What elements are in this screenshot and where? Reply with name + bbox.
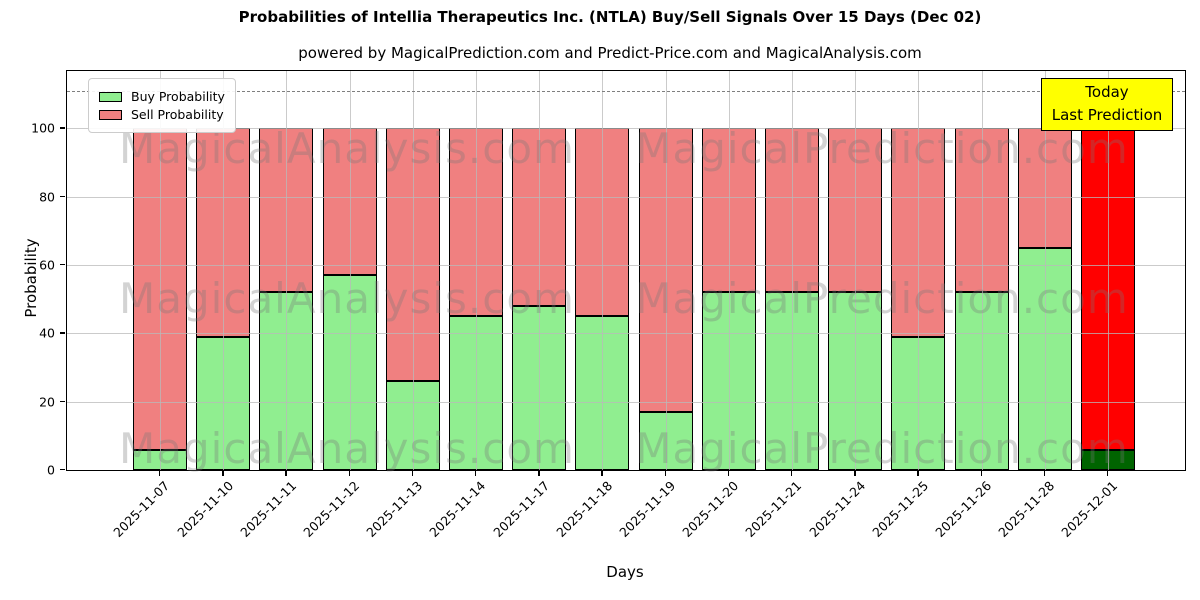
today-annotation: Today Last Prediction — [1041, 78, 1173, 131]
v-gridline — [665, 71, 667, 470]
annotation-line-1: Today — [1085, 83, 1129, 101]
x-tick-label: 2025-11-07 — [110, 478, 173, 540]
x-tick-label: 2025-11-13 — [363, 478, 426, 540]
v-gridline — [286, 71, 288, 470]
v-gridline — [1108, 71, 1109, 470]
v-gridline — [223, 71, 225, 470]
x-tick-mark — [727, 471, 730, 476]
v-gridline — [1044, 71, 1046, 470]
x-tick-label: 2025-11-19 — [616, 478, 679, 540]
x-tick-mark — [159, 471, 161, 476]
x-tick-mark — [411, 471, 414, 476]
x-tick-label: 2025-12-01 — [1058, 478, 1121, 540]
x-tick-label: 2025-11-10 — [173, 478, 236, 540]
x-tick-mark — [664, 471, 666, 476]
watermark-text: MagicalAnalysis.com — [119, 424, 575, 473]
v-gridline — [160, 71, 161, 470]
x-tick-mark — [854, 471, 856, 476]
x-tick-mark — [475, 471, 477, 476]
legend-item-buy: Buy Probability — [99, 89, 225, 104]
watermark-text: MagicalPrediction.com — [635, 424, 1129, 473]
x-tick-label: 2025-11-11 — [237, 478, 300, 540]
plot-area: Buy Probability Sell Probability Today L… — [66, 70, 1186, 473]
chart-subtitle: powered by MagicalPrediction.com and Pre… — [298, 44, 922, 62]
v-gridline — [539, 71, 541, 470]
x-tick-label: 2025-11-14 — [426, 478, 489, 540]
x-tick-mark — [348, 471, 350, 476]
x-tick-mark — [917, 471, 919, 476]
watermark-text: MagicalPrediction.com — [635, 274, 1129, 323]
y-tick-mark — [60, 332, 65, 334]
y-tick-mark — [60, 127, 65, 129]
legend-item-sell: Sell Probability — [99, 107, 225, 122]
buy-probability-swatch — [99, 91, 122, 102]
y-tick-label: 0 — [47, 462, 55, 478]
y-tick-mark — [60, 264, 65, 266]
legend: Buy Probability Sell Probability — [88, 78, 236, 133]
threshold-dashed-line — [67, 90, 1185, 92]
y-axis-label: Probability — [22, 238, 40, 318]
x-tick-mark — [791, 471, 793, 476]
h-gridline — [67, 333, 1185, 335]
v-gridline — [602, 71, 604, 470]
x-tick-mark — [980, 471, 982, 476]
y-tick-mark — [60, 469, 65, 471]
y-tick-label: 60 — [39, 257, 55, 273]
x-tick-label: 2025-11-28 — [995, 478, 1058, 540]
h-gridline — [67, 196, 1185, 198]
x-tick-label: 2025-11-21 — [742, 478, 805, 540]
x-tick-mark — [601, 471, 603, 476]
x-tick-label: 2025-11-25 — [869, 478, 932, 540]
x-tick-label: 2025-11-17 — [489, 478, 552, 540]
x-tick-mark — [285, 471, 287, 476]
y-tick-label: 80 — [39, 189, 55, 205]
x-tick-label: 2025-11-26 — [932, 478, 995, 540]
x-tick-label: 2025-11-18 — [553, 478, 616, 540]
y-tick-label: 40 — [39, 325, 55, 341]
v-gridline — [918, 71, 920, 470]
h-gridline — [67, 401, 1185, 403]
x-tick-mark — [1043, 471, 1046, 476]
y-tick-mark — [60, 195, 65, 198]
watermark-text: MagicalAnalysis.com — [119, 274, 575, 323]
x-tick-label: 2025-11-20 — [679, 478, 742, 540]
x-axis-label: Days — [606, 563, 644, 581]
x-tick-mark — [222, 471, 224, 476]
legend-label-sell: Sell Probability — [131, 107, 224, 122]
legend-label-buy: Buy Probability — [131, 89, 225, 104]
v-gridline — [792, 71, 793, 470]
v-gridline — [412, 71, 414, 470]
watermark-text: MagicalPrediction.com — [635, 124, 1129, 173]
v-gridline — [476, 71, 477, 470]
y-tick-label: 100 — [31, 120, 55, 136]
v-gridline — [855, 71, 857, 470]
v-gridline — [728, 71, 730, 470]
x-tick-mark — [1107, 471, 1109, 476]
h-gridline — [67, 128, 1185, 130]
v-gridline — [349, 71, 351, 470]
y-tick-mark — [60, 400, 65, 403]
v-gridline — [981, 71, 983, 470]
x-tick-label: 2025-11-12 — [300, 478, 363, 540]
sell-probability-swatch — [99, 109, 122, 120]
chart-title: Probabilities of Intellia Therapeutics I… — [238, 8, 982, 26]
h-gridline — [67, 265, 1185, 267]
x-tick-mark — [538, 471, 540, 476]
annotation-line-2: Last Prediction — [1051, 106, 1163, 125]
x-tick-label: 2025-11-24 — [805, 478, 868, 540]
y-tick-label: 20 — [39, 394, 55, 410]
